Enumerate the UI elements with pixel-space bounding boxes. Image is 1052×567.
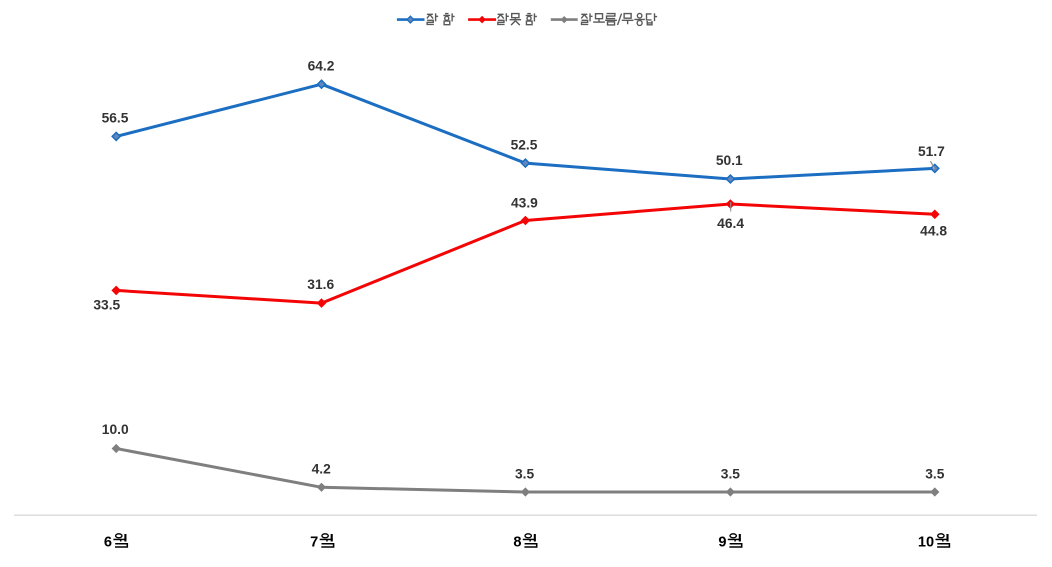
svg-text:10: 10 xyxy=(918,535,934,551)
svg-text:46.4: 46.4 xyxy=(717,216,744,231)
svg-text:56.5: 56.5 xyxy=(102,110,129,125)
svg-text:3.5: 3.5 xyxy=(515,466,535,481)
svg-text:33.5: 33.5 xyxy=(93,297,120,312)
svg-text:3.5: 3.5 xyxy=(721,466,741,481)
svg-text:6: 6 xyxy=(104,535,112,551)
svg-text:50.1: 50.1 xyxy=(716,153,743,168)
svg-text:9: 9 xyxy=(718,535,726,551)
svg-text:3.5: 3.5 xyxy=(925,466,945,481)
svg-text:64.2: 64.2 xyxy=(308,58,335,73)
svg-text:51.7: 51.7 xyxy=(918,144,945,159)
svg-text:43.9: 43.9 xyxy=(511,196,538,211)
svg-text:52.5: 52.5 xyxy=(511,138,538,153)
svg-text:10.0: 10.0 xyxy=(102,422,129,437)
svg-text:44.8: 44.8 xyxy=(920,223,947,238)
svg-text:7: 7 xyxy=(310,535,318,551)
svg-text:8: 8 xyxy=(513,535,521,551)
svg-text:4.2: 4.2 xyxy=(312,461,332,476)
svg-text:31.6: 31.6 xyxy=(307,277,334,292)
